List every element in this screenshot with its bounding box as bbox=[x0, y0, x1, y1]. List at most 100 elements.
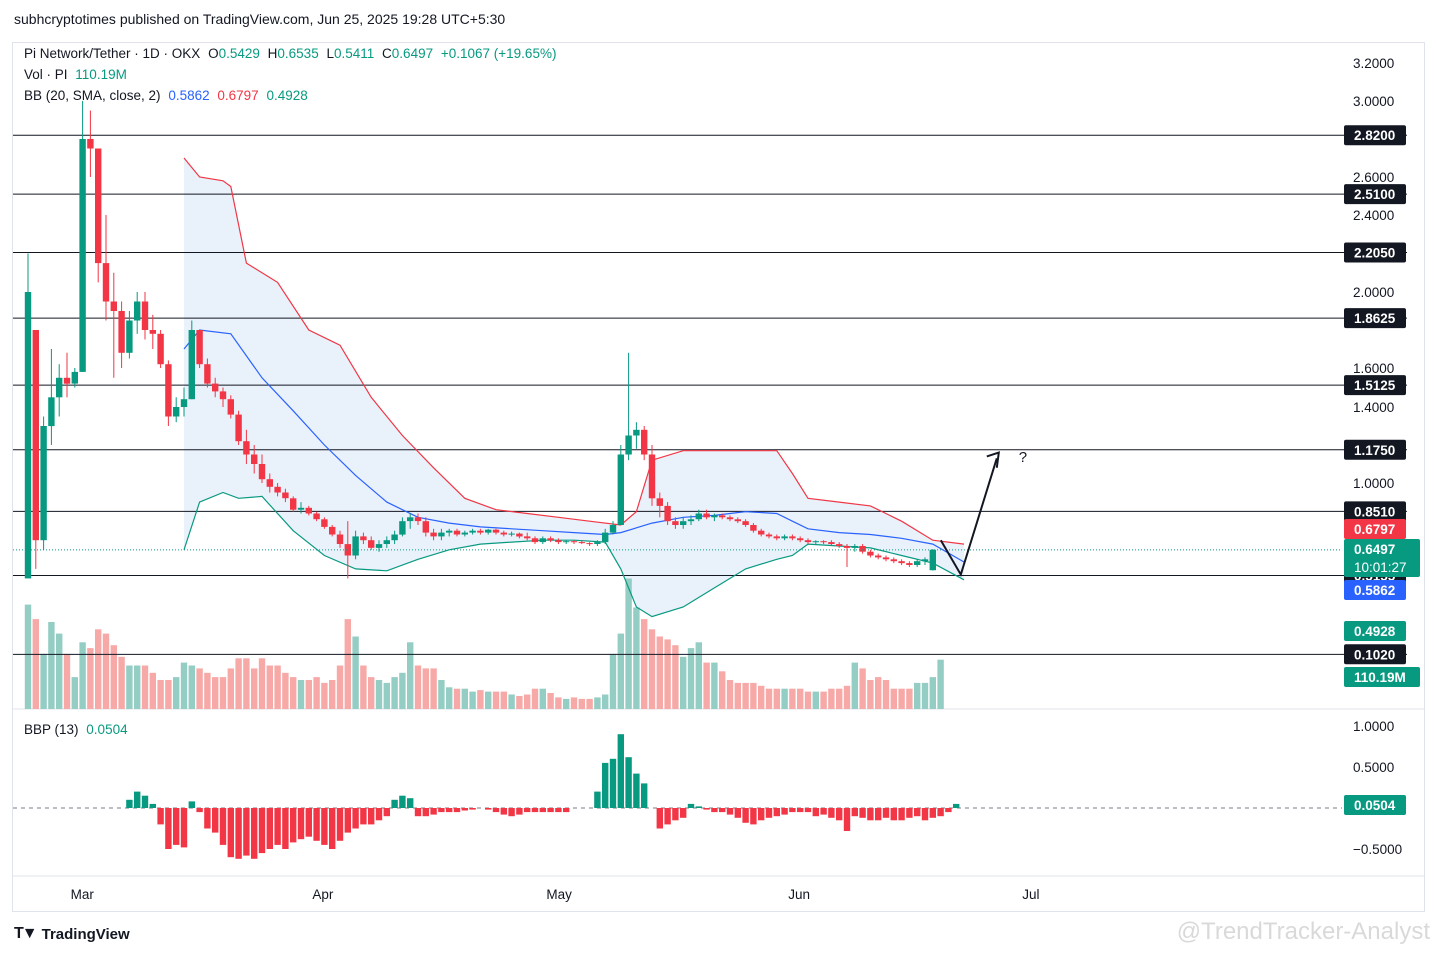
bbp-bar bbox=[204, 808, 211, 829]
price-axis-tick: 1.6000 bbox=[1353, 361, 1394, 376]
bbp-bar bbox=[500, 808, 507, 815]
bbp-bar bbox=[929, 808, 936, 818]
volume-bar bbox=[524, 694, 531, 709]
candle-body bbox=[438, 532, 445, 537]
candle-body bbox=[843, 546, 851, 548]
volume-bar bbox=[336, 665, 344, 709]
candle-body bbox=[500, 532, 507, 535]
volume-bar bbox=[594, 697, 601, 709]
bbp-bar bbox=[859, 808, 866, 818]
bbp-bar bbox=[836, 808, 843, 821]
candle-body bbox=[71, 371, 78, 384]
candle-body bbox=[352, 536, 359, 556]
time-axis-label: Jul bbox=[1022, 887, 1039, 902]
bbp-bar bbox=[243, 808, 250, 856]
last-price-label-bg bbox=[1344, 539, 1420, 577]
candle-body bbox=[921, 559, 929, 562]
bbp-bar bbox=[227, 808, 234, 858]
volume-bar bbox=[781, 688, 788, 709]
volume-bar bbox=[742, 682, 749, 709]
bbp-bar bbox=[173, 808, 180, 845]
bbp-label[interactable]: BBP (13) bbox=[24, 722, 79, 737]
bbp-bar bbox=[633, 773, 640, 808]
bbp-bar bbox=[851, 808, 858, 817]
candle-body bbox=[344, 544, 351, 556]
volume-bar bbox=[921, 682, 929, 709]
low-label: L bbox=[326, 46, 334, 61]
tradingview-logo[interactable]: T▼ TradingView bbox=[14, 925, 130, 943]
bbp-value: 0.0504 bbox=[86, 722, 128, 737]
candle-body bbox=[313, 513, 320, 520]
candle-body bbox=[734, 519, 741, 522]
candle-body bbox=[188, 330, 195, 400]
bbp-bar bbox=[157, 808, 164, 825]
bbp-bar bbox=[180, 808, 188, 848]
volume-bar bbox=[165, 680, 172, 709]
candle-body bbox=[859, 546, 866, 552]
bbp-bar bbox=[719, 808, 726, 813]
volume-bar bbox=[812, 691, 819, 709]
open-label: O bbox=[208, 46, 219, 61]
candle-body bbox=[266, 479, 273, 487]
candle-body bbox=[40, 426, 47, 541]
bbp-bar bbox=[711, 808, 718, 813]
volume-price-label-bg bbox=[1344, 667, 1420, 687]
candle-body bbox=[56, 377, 63, 398]
candle-body bbox=[672, 521, 679, 525]
candle-body bbox=[173, 407, 180, 417]
volume-bar bbox=[157, 680, 164, 709]
volume-bar bbox=[539, 688, 546, 709]
volume-bar bbox=[282, 672, 289, 710]
bb-lower-price-label: 0.4928 bbox=[1354, 624, 1396, 639]
volume-bar bbox=[609, 653, 617, 709]
volume-bar bbox=[407, 642, 414, 709]
candle-body bbox=[95, 148, 102, 264]
bbp-bar bbox=[656, 808, 663, 829]
candle-body bbox=[617, 454, 624, 525]
volume-bar bbox=[391, 677, 398, 709]
bbp-bar bbox=[282, 808, 289, 849]
symbol-label[interactable]: Pi Network/Tether · 1D · OKX bbox=[24, 46, 201, 61]
volume-bar bbox=[625, 578, 632, 709]
bb-label[interactable]: BB (20, SMA, close, 2) bbox=[24, 88, 161, 103]
tv-brand-label: TradingView bbox=[41, 925, 130, 943]
candle-body bbox=[485, 529, 492, 533]
candle-body bbox=[906, 563, 913, 565]
level-label: 2.8200 bbox=[1354, 128, 1395, 143]
volume-label[interactable]: Vol · PI bbox=[24, 67, 68, 82]
volume-bar bbox=[711, 662, 718, 709]
bbp-bar bbox=[219, 808, 227, 845]
volume-bar bbox=[251, 668, 258, 709]
volume-bar bbox=[297, 680, 305, 709]
bbp-bar bbox=[812, 808, 819, 817]
bbp-bar bbox=[555, 808, 562, 813]
candle-body bbox=[609, 525, 617, 533]
volume-bar bbox=[477, 690, 484, 709]
volume-bar bbox=[797, 688, 804, 709]
candle-body bbox=[469, 530, 476, 533]
level-label-bg bbox=[1344, 375, 1406, 396]
level-label: 2.5100 bbox=[1354, 187, 1395, 202]
candle-body bbox=[360, 536, 367, 541]
volume-bar bbox=[820, 691, 827, 709]
volume-bar bbox=[305, 680, 312, 709]
volume-bar bbox=[648, 629, 656, 710]
bbp-bar bbox=[945, 808, 952, 813]
volume-bar bbox=[804, 691, 812, 709]
bbp-bar bbox=[383, 808, 390, 817]
candle-body bbox=[828, 542, 835, 544]
bb-legend: BB (20, SMA, close, 2) 0.5862 0.6797 0.4… bbox=[24, 88, 312, 103]
candle-body bbox=[820, 541, 827, 543]
volume-bar bbox=[321, 682, 328, 709]
bbp-bar bbox=[875, 808, 882, 821]
candle-body bbox=[594, 542, 601, 544]
candle-body bbox=[157, 333, 164, 365]
bbp-bar bbox=[695, 806, 702, 808]
candle-body bbox=[555, 540, 562, 543]
close-label: C bbox=[382, 46, 392, 61]
time-axis-label: Apr bbox=[312, 887, 334, 902]
candle-body bbox=[48, 397, 55, 427]
volume-bar bbox=[375, 680, 383, 709]
candle-body bbox=[812, 541, 819, 543]
